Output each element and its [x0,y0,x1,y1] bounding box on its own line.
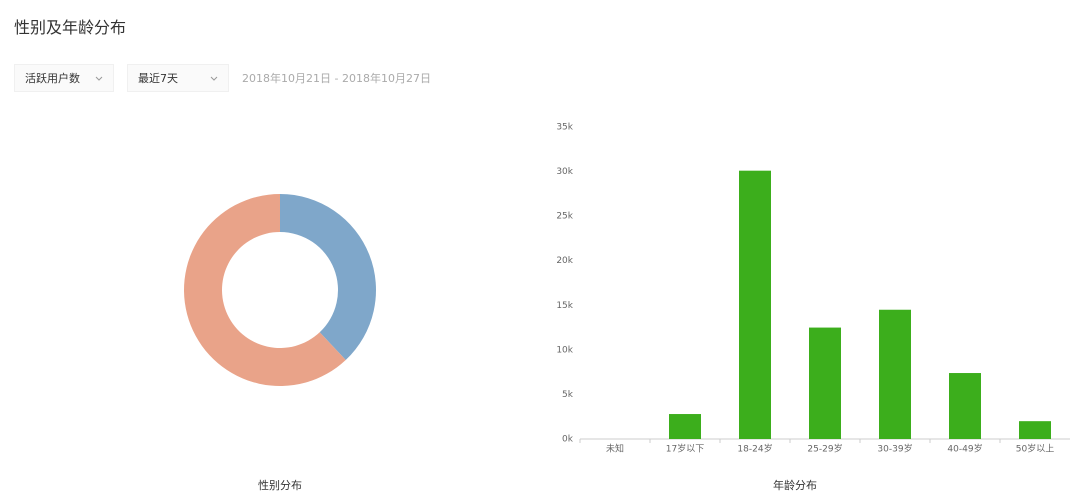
pie-slice [280,194,376,360]
page-title: 性别及年龄分布 [14,18,127,37]
bar [1019,421,1051,439]
bar [739,170,771,439]
x-tick-label: 40-49岁 [947,443,982,455]
x-tick-label: 30-39岁 [877,443,912,455]
bar [809,327,841,439]
y-tick-label: 15k [556,301,573,311]
chevron [95,76,103,81]
y-tick-label: 35k [556,123,573,133]
x-tick-label: 50岁以上 [1016,443,1054,455]
bar [949,373,981,439]
x-tick-label: 17岁以下 [666,443,704,455]
date-range: 2018年10月21日 - 2018年10月27日 [242,72,431,85]
x-tick-label: 未知 [606,443,624,455]
metric-dropdown[interactable]: 活跃用户数 [14,64,114,92]
y-tick-label: 10k [556,345,573,355]
y-tick-label: 20k [556,256,573,266]
bar [669,414,701,439]
chart-title: 性别分布 [258,478,302,492]
dropdown-label: 最近7天 [138,72,178,85]
period-dropdown[interactable]: 最近7天 [127,64,229,92]
x-tick-label: 18-24岁 [737,443,772,455]
bar [879,309,911,439]
y-tick-label: 0k [562,435,574,445]
y-tick-label: 25k [556,212,573,222]
y-tick-label: 5k [562,390,574,400]
chart-title: 年龄分布 [773,478,817,492]
chevron [210,76,218,81]
y-tick-label: 30k [556,167,573,177]
dropdown-label: 活跃用户数 [25,72,80,85]
x-tick-label: 25-29岁 [807,443,842,455]
pie-slice [183,194,346,386]
